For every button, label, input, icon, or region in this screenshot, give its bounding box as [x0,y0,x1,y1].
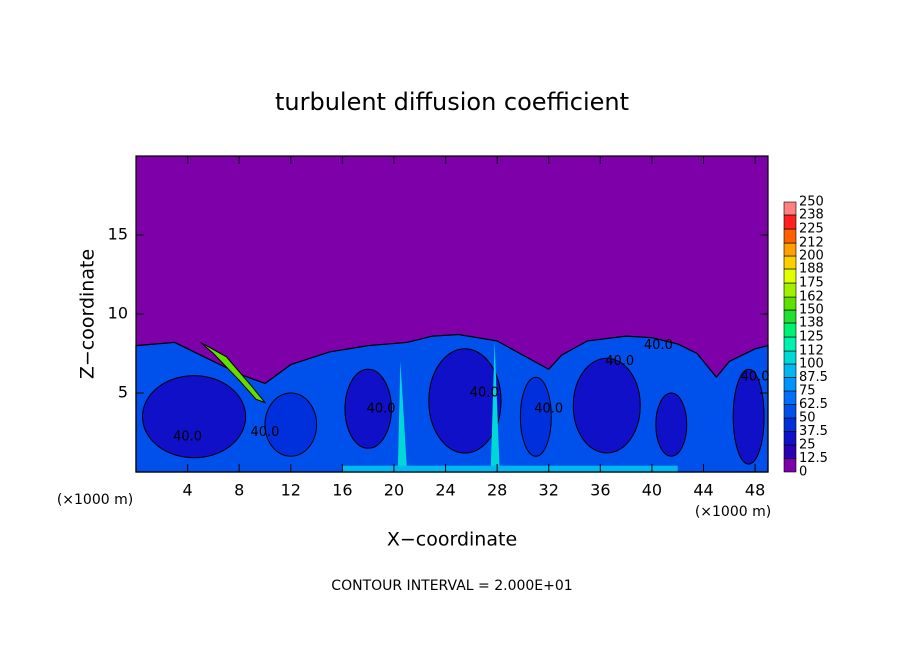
colorbar-swatch [783,322,797,338]
y-tick-label: 5 [118,383,128,402]
eddy [264,392,318,457]
colorbar-label: 250 [799,195,824,210]
x-tick-label: 12 [281,481,301,500]
colorbar-label: 175 [799,276,824,291]
eddy [572,357,641,454]
colorbar-swatch [783,350,797,365]
x-tick-label: 36 [590,481,610,500]
colorbar-label: 37.5 [799,424,828,439]
colorbar-label: 200 [799,249,824,264]
colorbar-label: 238 [799,207,824,222]
colorbar-swatch [783,309,797,324]
eddy [732,368,765,465]
field [135,156,769,473]
eddy [141,375,247,459]
colorbar-swatch [783,201,797,216]
x-tick-label: 48 [745,481,765,500]
colorbar-swatch [783,228,797,244]
colorbar-swatch [783,390,797,405]
colorbar-label: 62.5 [799,397,828,412]
colorbar-swatch [783,458,797,473]
x-tick-label: 24 [435,481,455,500]
colorbar-swatch [783,404,797,419]
colorbar-swatch [783,242,797,257]
colorbar-swatch [783,417,797,432]
eddy [344,368,392,449]
x-tick-label: 44 [693,481,713,500]
colorbar-label: 150 [799,303,824,318]
y-tick-label: 10 [108,304,128,323]
y-tick-label: 15 [108,225,128,244]
colorbar-label: 112 [799,344,824,359]
colorbar-label: 100 [799,357,824,372]
colorbar-label: 0 [799,465,807,480]
colorbar-swatch [783,431,797,446]
eddy [655,392,688,457]
footnote: CONTOUR INTERVAL = 2.000E+01 [331,578,572,594]
colorbar-label: 212 [799,236,824,251]
colorbar-label: 225 [799,222,824,237]
contour-label: 40.0 [741,370,770,385]
x-axis-label: X−coordinate [387,529,517,551]
colorbar-swatch [783,444,797,459]
colorbar-swatch [783,268,797,284]
colorbar-label: 12.5 [799,451,828,466]
eddy [519,376,552,457]
colorbar-swatch [783,377,797,392]
eddy [428,348,502,454]
colorbar-swatch [783,336,797,352]
colorbar-swatch [783,296,797,311]
colorbar-label: 75 [799,384,816,399]
colorbar-swatch [783,255,797,270]
colorbar-label: 25 [799,438,816,453]
x-tick-label: 32 [539,481,559,500]
colorbar-label: 50 [799,411,816,426]
colorbar-swatch [783,214,797,230]
colorbar-label: 162 [799,290,824,305]
colorbar-label: 125 [799,330,824,345]
vortex-sheet [200,341,267,404]
x-tick-label: 28 [487,481,507,500]
colorbar-label: 188 [799,261,824,276]
y-axis-label: Z−coordinate [77,249,99,379]
x-unit-left: (×1000 m) [57,492,133,508]
x-tick-label: 4 [182,481,192,500]
contour-label: 40.0 [173,430,202,445]
x-tick-label: 40 [642,481,662,500]
contour-label: 40.0 [534,401,563,416]
contour-label: 40.0 [605,354,634,369]
colorbar-swatch [783,363,797,378]
colorbar-label: 87.5 [799,370,828,385]
contour-label: 40.0 [367,401,396,416]
contour-label: 40.0 [644,338,673,353]
x-tick-label: 8 [234,481,244,500]
contour-label: 40.0 [470,386,499,401]
x-tick-label: 16 [332,481,352,500]
surface-layer [342,465,678,472]
contour-label: 40.0 [251,425,280,440]
x-unit-right: (×1000 m) [695,504,771,520]
colorbar-label: 138 [799,315,824,330]
chart-title: turbulent diffusion coefficient [275,88,629,116]
x-tick-label: 20 [384,481,404,500]
colorbar-swatch [783,282,797,298]
